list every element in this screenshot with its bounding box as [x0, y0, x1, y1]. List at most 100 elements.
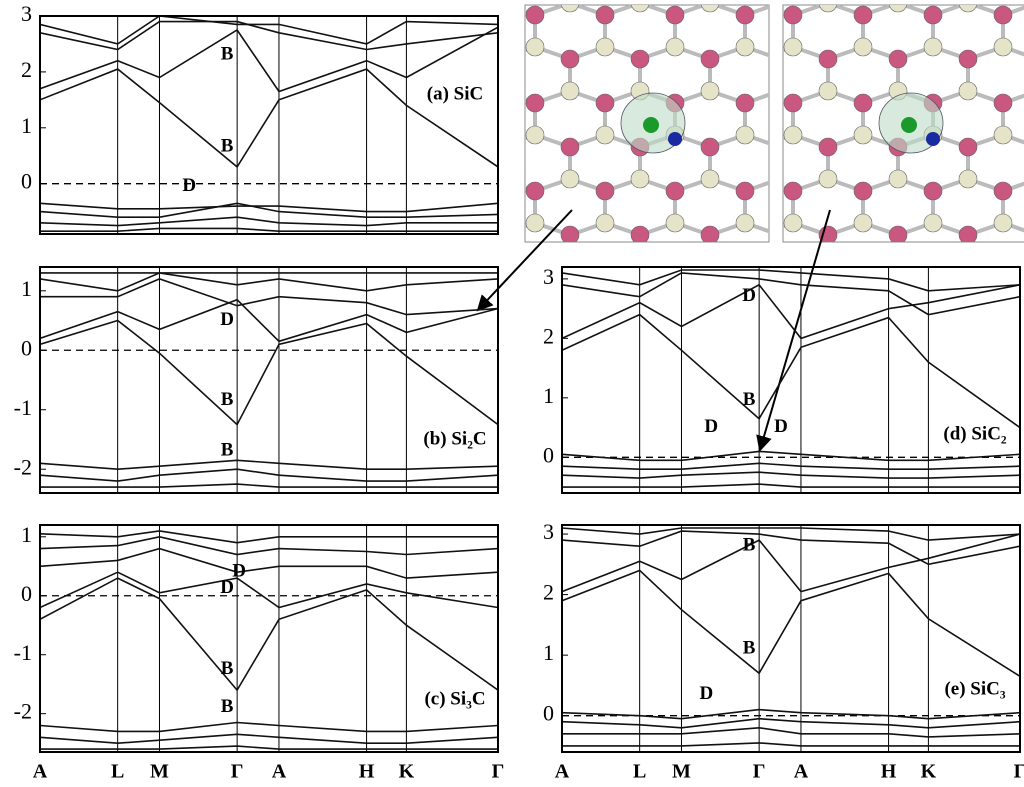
y-tick-label: 3	[21, 1, 32, 26]
y-tick-label: 0	[21, 581, 32, 606]
atom	[784, 182, 802, 200]
y-tick-label: 0	[543, 701, 554, 726]
atom	[959, 138, 977, 156]
y-tick-label: -2	[14, 699, 32, 724]
y-tick-label: -1	[14, 395, 32, 420]
atom	[561, 138, 579, 156]
atom	[959, 50, 977, 68]
x-tick-label: H	[359, 761, 375, 783]
atom	[666, 182, 684, 200]
atom	[596, 6, 614, 24]
panel-label: (d) SiC₂	[943, 423, 1007, 444]
structure-images	[456, 0, 1024, 276]
x-tick-label: Γ	[231, 761, 244, 783]
atom	[736, 126, 754, 144]
x-tick-label: H	[881, 761, 897, 783]
x-tick-label: M	[672, 761, 691, 783]
atom	[854, 182, 872, 200]
atom	[561, 226, 579, 244]
annotation: D	[232, 561, 246, 582]
band	[40, 300, 498, 342]
band	[40, 537, 498, 555]
annotation: B	[221, 440, 234, 461]
y-tick-label: 3	[543, 264, 554, 289]
atom	[701, 226, 719, 244]
atom	[596, 38, 614, 56]
atom	[526, 94, 544, 112]
band	[562, 270, 1020, 291]
atom	[666, 38, 684, 56]
figure: 0123(a) SiCBBD-2-101(b) Si₂CDBBALMΓAHKΓ-…	[0, 0, 1024, 787]
atom	[668, 132, 682, 146]
atom	[526, 182, 544, 200]
atom	[959, 82, 977, 100]
band	[40, 734, 498, 743]
band	[40, 746, 498, 749]
atom	[561, 170, 579, 188]
x-tick-label: K	[921, 761, 937, 783]
atom	[901, 117, 917, 133]
atom	[736, 6, 754, 24]
atom	[784, 94, 802, 112]
atom	[924, 38, 942, 56]
band	[562, 472, 1020, 478]
atom	[889, 50, 907, 68]
atom	[526, 214, 544, 232]
band	[562, 710, 1020, 719]
panel: 0123(a) SiCBBD	[21, 1, 498, 234]
annotation: B	[743, 535, 756, 556]
atom	[491, 82, 509, 100]
atom	[994, 214, 1012, 232]
band	[562, 451, 1020, 460]
band	[40, 27, 498, 91]
atom	[561, 82, 579, 100]
atom	[994, 38, 1012, 56]
atom	[994, 182, 1012, 200]
atom	[701, 50, 719, 68]
x-tick-label: A	[33, 761, 48, 783]
y-tick-label: 0	[21, 169, 32, 194]
band	[562, 534, 1020, 592]
atom	[666, 214, 684, 232]
atom	[889, 170, 907, 188]
atom	[924, 182, 942, 200]
annotation: B	[743, 637, 756, 658]
atom	[736, 38, 754, 56]
panel-label: (c) Si₃C	[424, 688, 485, 709]
x-tick-label: L	[633, 761, 646, 783]
y-tick-label: 2	[543, 580, 554, 605]
x-tick-label: K	[399, 761, 415, 783]
atom	[596, 182, 614, 200]
atom	[526, 38, 544, 56]
bond	[465, 179, 500, 191]
band	[40, 484, 498, 487]
atom	[994, 94, 1012, 112]
x-tick-label: Γ	[753, 761, 766, 783]
band	[562, 743, 1020, 746]
panel: -2-101(b) Si₂CDBB	[14, 267, 498, 493]
y-tick-label: 2	[543, 323, 554, 348]
atom	[854, 214, 872, 232]
atom	[631, 226, 649, 244]
atom	[854, 94, 872, 112]
atom	[631, 170, 649, 188]
atom	[926, 132, 940, 146]
annotation: D	[220, 309, 234, 330]
atom	[819, 50, 837, 68]
x-tick-label: A	[555, 761, 570, 783]
atom	[889, 226, 907, 244]
panel-label: (e) SiC₃	[944, 678, 1005, 699]
band	[40, 723, 498, 732]
plot-frame	[40, 267, 498, 493]
atom	[491, 170, 509, 188]
atom	[784, 38, 802, 56]
band	[40, 273, 498, 291]
atom	[819, 138, 837, 156]
band	[562, 531, 1020, 564]
annotation: B	[221, 658, 234, 679]
atom	[959, 226, 977, 244]
band	[562, 315, 1020, 428]
bond	[465, 47, 500, 59]
y-tick-label: -2	[14, 454, 32, 479]
